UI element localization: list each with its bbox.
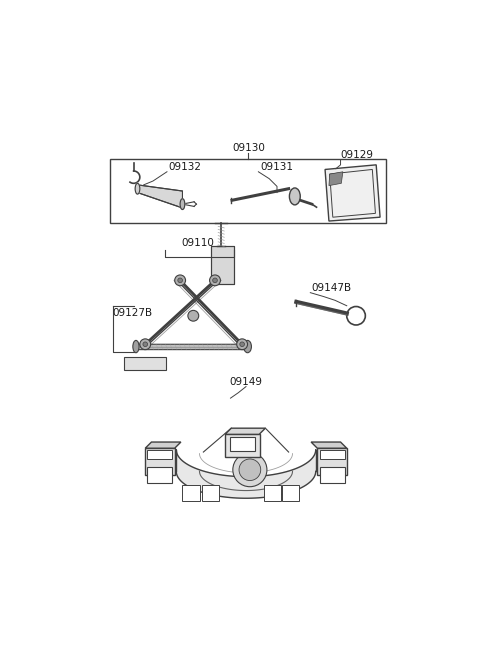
Polygon shape — [176, 450, 316, 498]
Circle shape — [175, 275, 186, 286]
Bar — [321, 450, 345, 459]
Bar — [202, 485, 219, 500]
Circle shape — [143, 342, 147, 346]
Polygon shape — [145, 448, 175, 475]
Bar — [225, 434, 260, 457]
Bar — [211, 246, 234, 284]
Circle shape — [140, 339, 151, 350]
Polygon shape — [325, 165, 380, 221]
Bar — [211, 246, 234, 284]
Text: 09130: 09130 — [232, 143, 265, 153]
Polygon shape — [137, 185, 182, 208]
Text: 09129: 09129 — [340, 150, 373, 160]
Polygon shape — [317, 448, 347, 475]
Text: 09147B: 09147B — [312, 283, 352, 293]
Bar — [110, 159, 385, 223]
Text: 09131: 09131 — [260, 162, 293, 172]
Text: 09110: 09110 — [181, 238, 215, 248]
Ellipse shape — [135, 183, 140, 194]
Circle shape — [240, 342, 244, 346]
Polygon shape — [329, 172, 343, 185]
Circle shape — [237, 339, 248, 350]
Ellipse shape — [133, 341, 139, 353]
Bar — [147, 468, 172, 483]
Circle shape — [188, 310, 199, 321]
Polygon shape — [145, 442, 181, 448]
Circle shape — [239, 459, 261, 481]
Circle shape — [178, 278, 182, 283]
Ellipse shape — [289, 188, 300, 205]
Polygon shape — [311, 442, 347, 448]
Bar — [321, 468, 345, 483]
Circle shape — [213, 278, 217, 283]
Text: 09132: 09132 — [168, 162, 202, 172]
Ellipse shape — [180, 198, 185, 210]
Bar — [147, 450, 172, 459]
Bar — [282, 485, 299, 500]
Circle shape — [210, 275, 220, 286]
Polygon shape — [225, 428, 265, 434]
Bar — [264, 485, 281, 500]
Polygon shape — [133, 345, 250, 350]
Ellipse shape — [244, 341, 252, 353]
Bar — [123, 358, 166, 369]
Text: 09127B: 09127B — [113, 309, 153, 318]
Bar — [230, 438, 255, 451]
Bar — [182, 485, 200, 500]
Text: 09149: 09149 — [229, 377, 263, 386]
Circle shape — [233, 453, 267, 487]
